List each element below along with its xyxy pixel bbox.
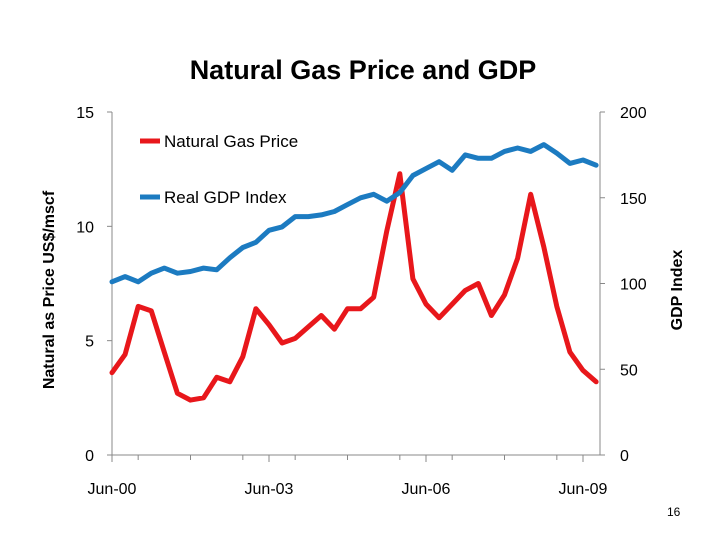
chart-title: Natural Gas Price and GDP xyxy=(190,55,537,85)
legend-label-real-gdp-index: Real GDP Index xyxy=(164,188,287,207)
left-tick-label: 15 xyxy=(76,105,94,122)
x-tick-label: Jun-03 xyxy=(245,481,294,498)
right-axis-label: GDP Index xyxy=(669,250,686,331)
series xyxy=(109,142,599,403)
legend: Natural Gas Price Real GDP Index xyxy=(140,132,298,207)
right-tick-label: 50 xyxy=(620,362,638,379)
x-tick-label: Jun-06 xyxy=(402,481,451,498)
axes xyxy=(111,112,601,456)
x-tick-label: Jun-09 xyxy=(559,481,608,498)
left-tick-label: 0 xyxy=(85,448,94,465)
left-axis-label: Natural as Price US$/mscf xyxy=(41,190,58,389)
right-tick-label: 100 xyxy=(620,277,647,294)
left-tick-label: 10 xyxy=(76,219,94,236)
right-tick-label: 0 xyxy=(620,448,629,465)
series-line-real-gdp-index xyxy=(109,142,599,285)
slide-number: 16 xyxy=(667,505,681,519)
right-tick-label: 150 xyxy=(620,191,647,208)
right-tick-label: 200 xyxy=(620,105,647,122)
x-tick-label: Jun-00 xyxy=(88,481,137,498)
left-tick-label: 5 xyxy=(85,334,94,351)
series-line-natural-gas-price xyxy=(109,171,599,403)
legend-label-natural-gas-price: Natural Gas Price xyxy=(164,132,298,151)
